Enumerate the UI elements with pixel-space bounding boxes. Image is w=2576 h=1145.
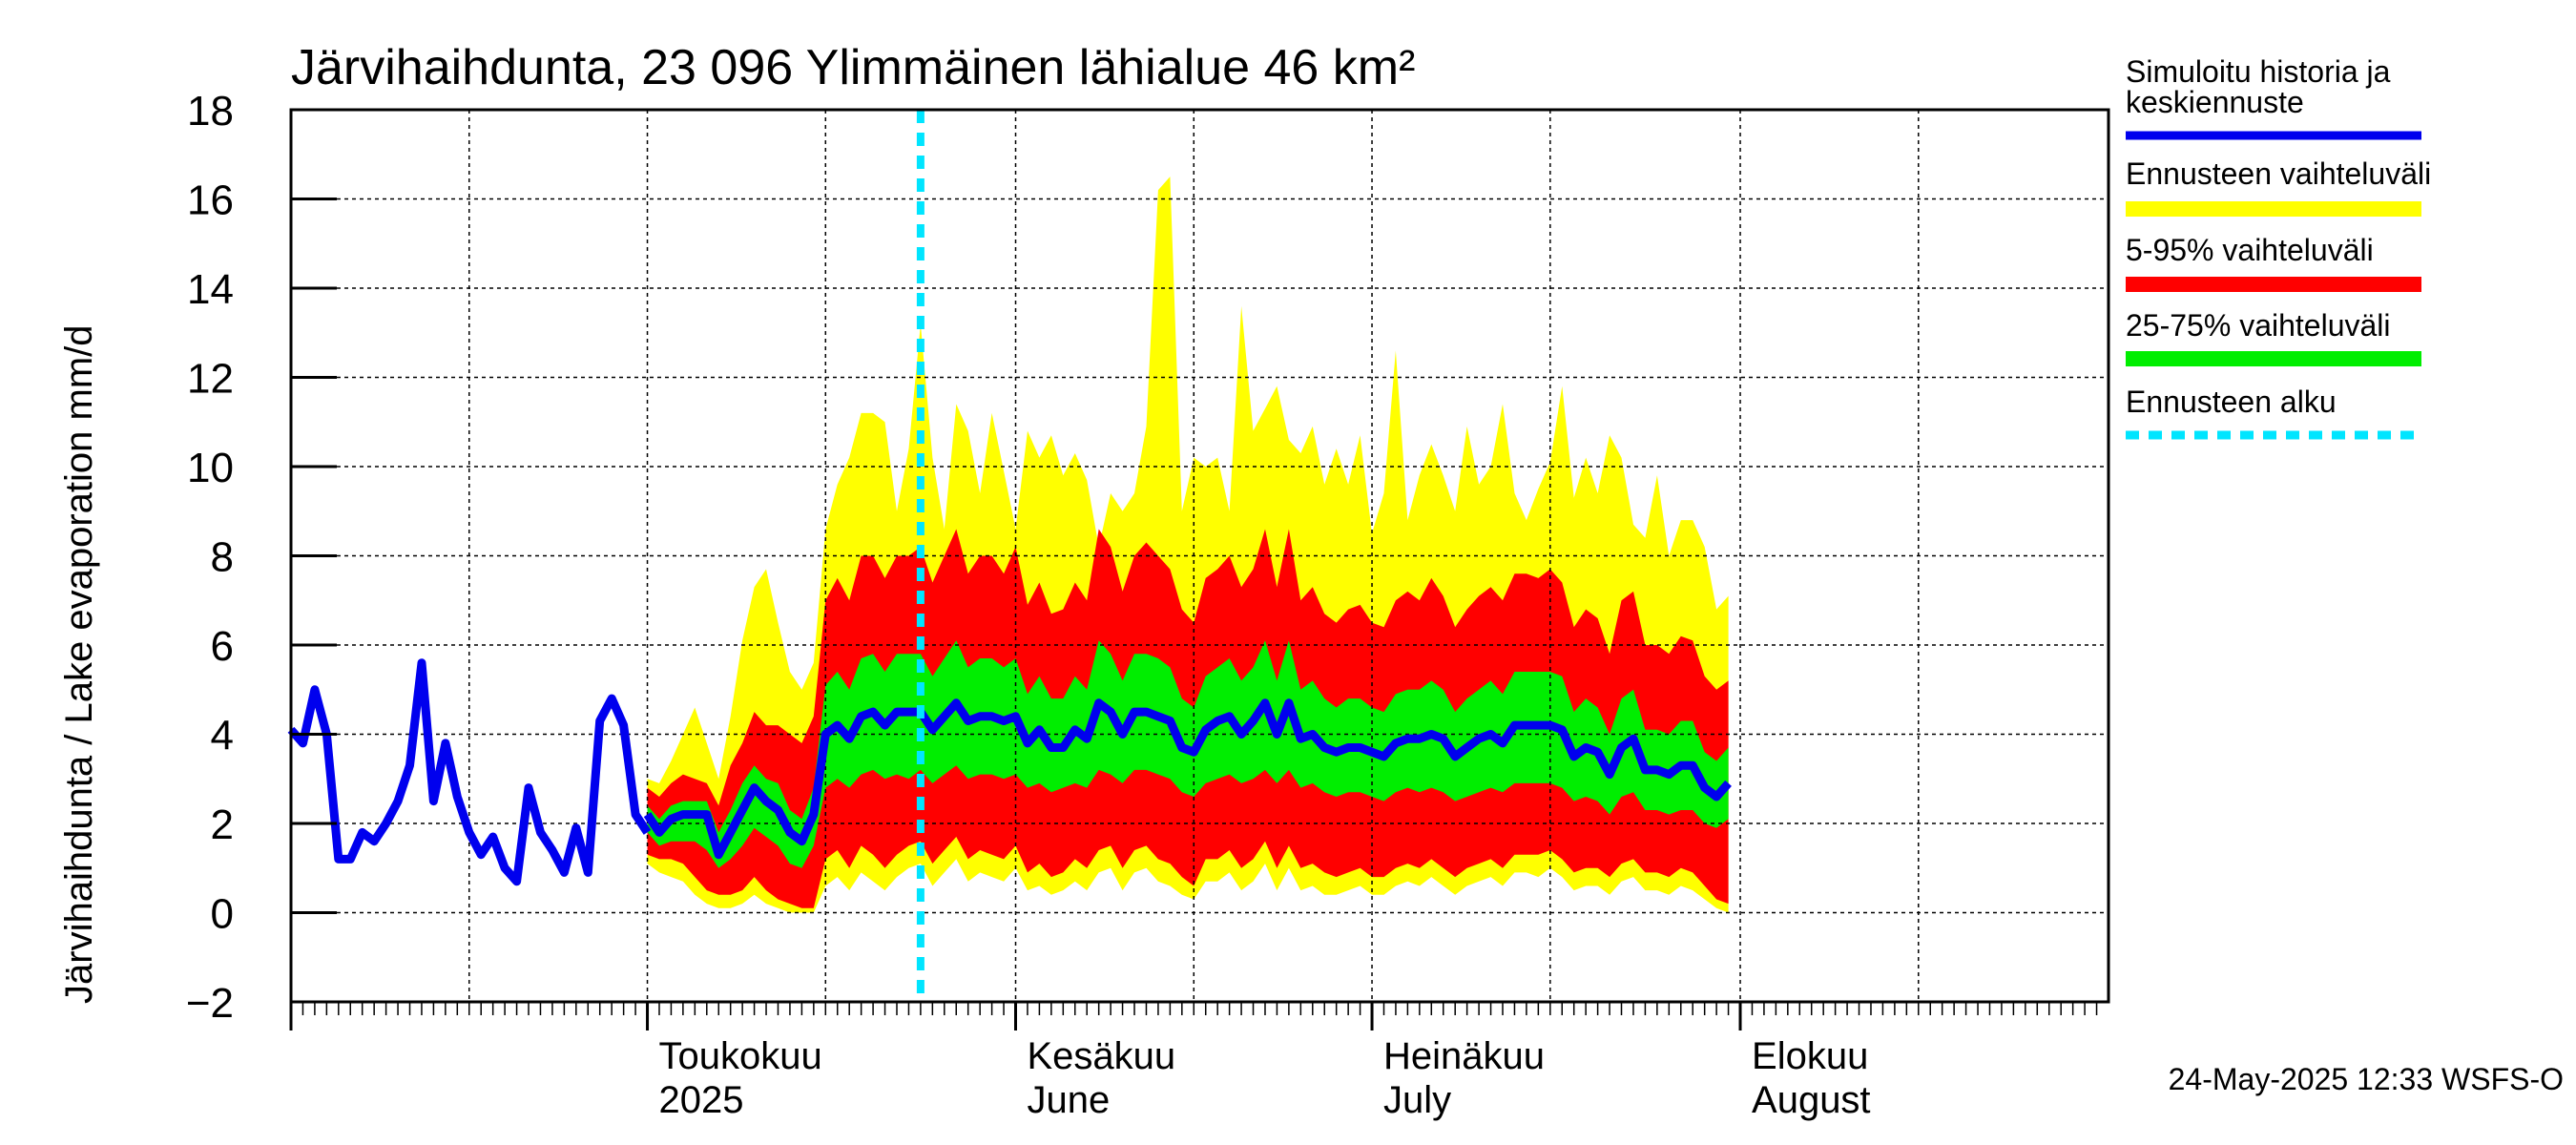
legend-label: Ennusteen vaihteluväli <box>2126 156 2431 191</box>
x-month-label-en: June <box>1028 1079 1111 1121</box>
x-month-label-fi: Heinäkuu <box>1383 1035 1545 1077</box>
legend-label: 25-75% vaihteluväli <box>2126 308 2391 343</box>
timestamp: 24-May-2025 12:33 WSFS-O <box>2169 1062 2564 1096</box>
y-tick-label: 6 <box>211 623 234 670</box>
y-ticks: −2 0 2 4 6 8 10 12 14 16 18 <box>186 88 337 1027</box>
legend-label: Ennusteen alku <box>2126 385 2337 419</box>
y-tick-label: 8 <box>211 534 234 581</box>
x-month-label-en: August <box>1752 1079 1871 1121</box>
x-month-label-en: 2025 <box>659 1079 744 1121</box>
history-line <box>287 658 652 886</box>
y-tick-label: 12 <box>187 356 234 403</box>
legend-item-p5_95: 5-95% vaihteluväli <box>2126 233 2421 292</box>
legend-item-p25_75: 25-75% vaihteluväli <box>2126 308 2421 366</box>
y-axis-label: Järvihaihdunta / Lake evaporation mm/d <box>58 324 100 1004</box>
legend-item-forecast_start: Ennusteen alku <box>2126 385 2421 440</box>
forecast-median-line <box>643 698 1732 860</box>
legend-label: keskiennuste <box>2126 85 2304 119</box>
x-month-label-en: July <box>1383 1079 1451 1121</box>
chart-title: Järvihaihdunta, 23 096 Ylimmäinen lähial… <box>291 40 1415 95</box>
y-tick-label: −2 <box>186 980 234 1027</box>
y-tick-label: 14 <box>187 266 234 313</box>
y-tick-label: 0 <box>211 891 234 938</box>
x-month-label-fi: Kesäkuu <box>1028 1035 1176 1077</box>
legend-item-full_range: Ennusteen vaihteluväli <box>2126 156 2431 217</box>
legend-label: Simuloitu historia ja <box>2126 54 2391 89</box>
x-month-label-fi: Elokuu <box>1752 1035 1868 1077</box>
y-tick-label: 10 <box>187 445 234 491</box>
y-tick-label: 18 <box>187 88 234 135</box>
y-tick-label: 2 <box>211 802 234 848</box>
y-tick-label: 16 <box>187 177 234 224</box>
legend-label: 5-95% vaihteluväli <box>2126 233 2374 267</box>
y-tick-label: 4 <box>211 713 234 760</box>
x-month-label-fi: Toukokuu <box>659 1035 822 1077</box>
